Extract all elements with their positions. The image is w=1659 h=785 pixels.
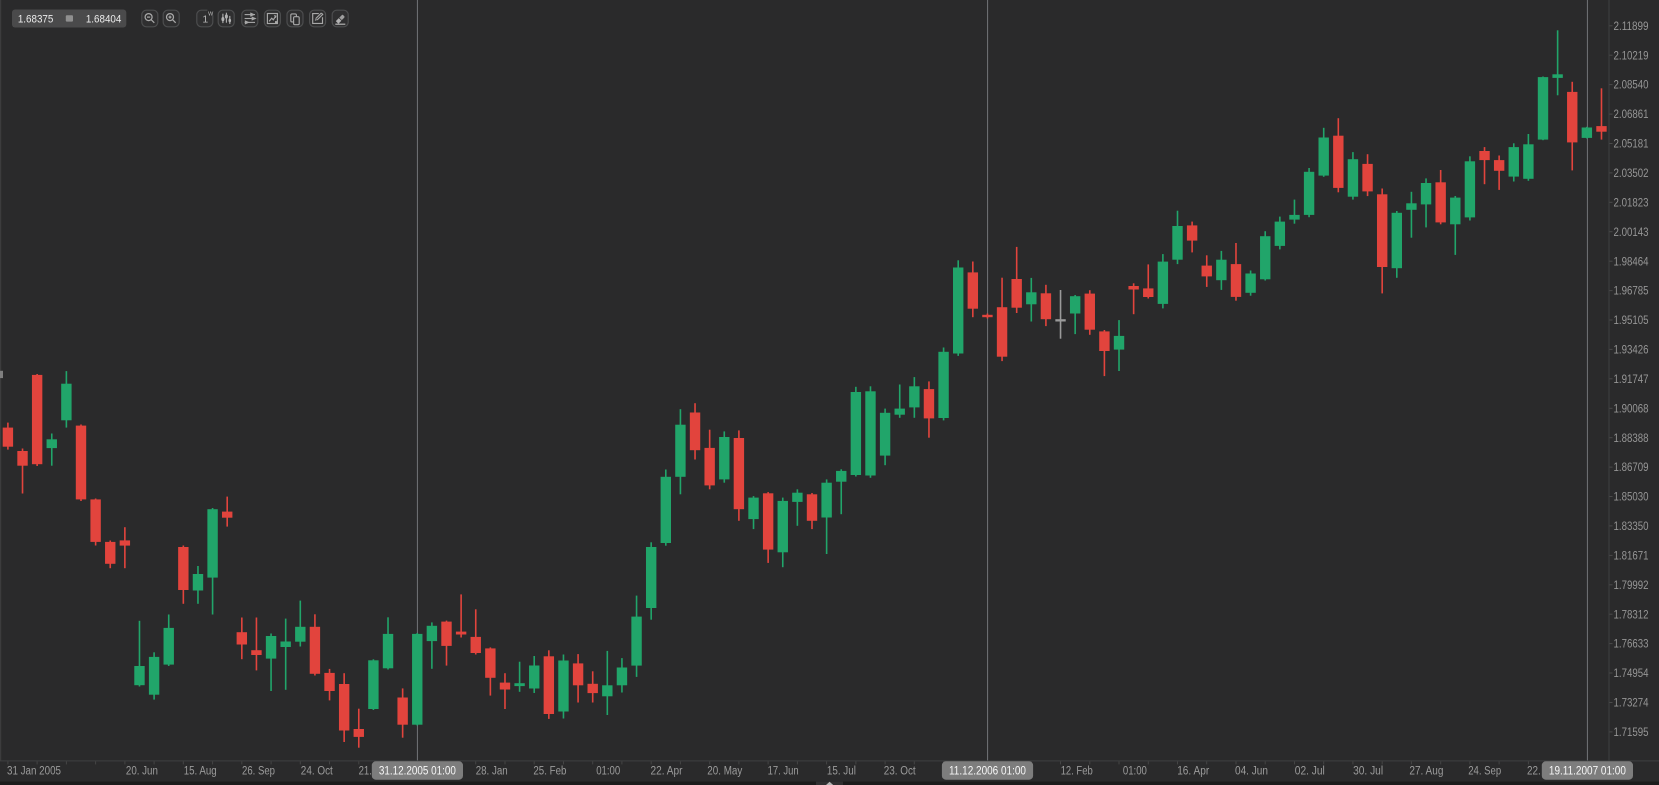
svg-text:1.79992: 1.79992 (1614, 580, 1649, 592)
svg-text:28. Jan: 28. Jan (476, 766, 508, 778)
svg-text:19.11.2007 01:00: 19.11.2007 01:00 (1549, 766, 1626, 778)
svg-text:1.81671: 1.81671 (1614, 551, 1649, 563)
svg-text:22. Apr: 22. Apr (651, 766, 683, 778)
svg-text:20. May: 20. May (707, 766, 742, 778)
svg-text:1.68375: 1.68375 (18, 14, 54, 26)
svg-text:24. Oct: 24. Oct (301, 766, 334, 778)
svg-text:2.06861: 2.06861 (1614, 109, 1649, 121)
svg-text:1.96785: 1.96785 (1614, 286, 1649, 298)
svg-text:2.05181: 2.05181 (1614, 139, 1649, 151)
svg-text:1.91747: 1.91747 (1614, 374, 1649, 386)
svg-text:1.98464: 1.98464 (1614, 256, 1650, 268)
svg-text:11.12.2006 01:00: 11.12.2006 01:00 (949, 766, 1026, 778)
svg-text:1.83350: 1.83350 (1614, 521, 1649, 533)
svg-text:1.95105: 1.95105 (1614, 315, 1649, 327)
svg-text:1.71595: 1.71595 (1614, 727, 1649, 739)
svg-text:1.76633: 1.76633 (1614, 639, 1649, 651)
svg-text:1.90068: 1.90068 (1614, 403, 1649, 415)
svg-text:2.03502: 2.03502 (1614, 168, 1649, 180)
svg-text:25. Feb: 25. Feb (533, 766, 566, 778)
svg-text:2.00143: 2.00143 (1614, 227, 1649, 239)
svg-text:23. Oct: 23. Oct (884, 766, 917, 778)
svg-text:2.10219: 2.10219 (1614, 50, 1649, 62)
svg-text:1.78312: 1.78312 (1614, 609, 1649, 621)
svg-text:2.08540: 2.08540 (1614, 80, 1649, 92)
svg-text:15. Aug: 15. Aug (184, 766, 217, 778)
svg-text:04. Jun: 04. Jun (1235, 766, 1268, 778)
svg-text:12. Feb: 12. Feb (1061, 766, 1093, 778)
svg-text:31.12.2005 01:00: 31.12.2005 01:00 (379, 766, 456, 778)
svg-text:1.74954: 1.74954 (1614, 668, 1650, 680)
svg-text:17. Jun: 17. Jun (768, 766, 799, 778)
svg-text:1.68404: 1.68404 (86, 14, 122, 26)
svg-text:1.85030: 1.85030 (1614, 492, 1649, 504)
svg-text:27. Aug: 27. Aug (1409, 766, 1443, 778)
svg-text:30. Jul: 30. Jul (1353, 766, 1383, 778)
svg-text:02. Jul: 02. Jul (1295, 766, 1325, 778)
svg-text:w: w (207, 11, 214, 18)
svg-text:01:00: 01:00 (1123, 766, 1147, 778)
svg-text:24. Sep: 24. Sep (1468, 766, 1501, 778)
svg-text:31 Jan 2005: 31 Jan 2005 (7, 766, 61, 778)
svg-text:1.86709: 1.86709 (1614, 462, 1649, 474)
svg-text:26. Sep: 26. Sep (242, 766, 275, 778)
svg-text:2.11899: 2.11899 (1614, 21, 1649, 33)
svg-text:20. Jun: 20. Jun (126, 766, 158, 778)
svg-text:1.88388: 1.88388 (1614, 433, 1649, 445)
svg-text:1: 1 (202, 14, 208, 26)
svg-text:1.93426: 1.93426 (1614, 345, 1649, 357)
svg-text:16. Apr: 16. Apr (1177, 766, 1209, 778)
svg-text:1.73274: 1.73274 (1614, 698, 1650, 710)
svg-text:01:00: 01:00 (596, 766, 620, 778)
svg-text:15. Jul: 15. Jul (827, 766, 856, 778)
svg-text:2.01823: 2.01823 (1614, 197, 1649, 209)
